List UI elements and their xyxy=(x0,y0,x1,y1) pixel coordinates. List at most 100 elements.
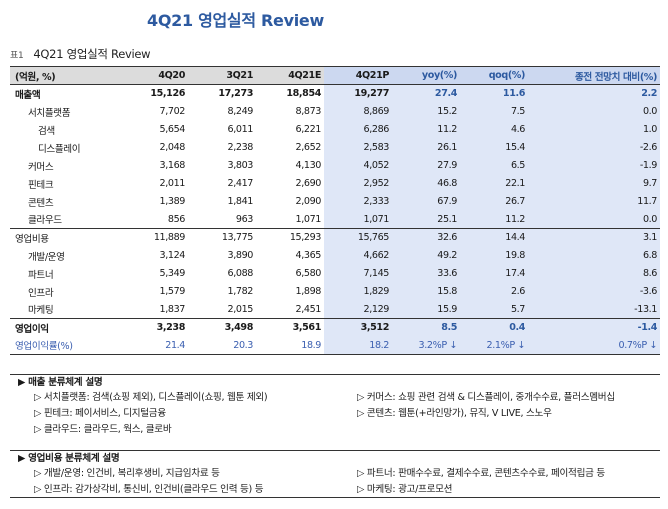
note-infra: ▷ 인프라: 감가상각비, 통신비, 인건비(클라우드 인력 등) 등 xyxy=(34,484,264,495)
cell-search-vs-prior-estimate: 1.0 xyxy=(528,120,660,139)
cell-contents-yoy: 67.9 xyxy=(392,192,460,211)
table-row-contents: 콘텐츠 1,389 1,841 2,090 2,333 67.9 26.7 11.7 xyxy=(10,192,660,211)
cell-search-platform-4q20: 7,702 xyxy=(159,106,186,117)
cell-operating-expenses-3q21: 13,775 xyxy=(188,228,256,247)
cell-revenue-3q21: 17,273 xyxy=(218,88,253,100)
cell-search-platform-qoq: 7.5 xyxy=(460,102,528,121)
cell-revenue-4q21p: 19,277 xyxy=(324,84,392,103)
note-cloud: ▷ 클라우드: 클라우드, 웍스, 클로바 xyxy=(34,424,172,435)
cell-contents-4q21e: 2,090 xyxy=(295,196,322,207)
cell-search-platform-vs-prior-estimate: 0.0 xyxy=(528,102,660,121)
cell-dev-ops-4q21e: 4,365 xyxy=(295,250,322,261)
cell-fintech-4q20: 2,011 xyxy=(159,178,186,189)
cell-infra-yoy: 15.8 xyxy=(392,282,460,301)
cell-display-3q21: 2,238 xyxy=(227,142,254,153)
cell-operating-profit-vs-prior-estimate: -1.4 xyxy=(528,318,660,337)
cell-partner-yoy: 33.6 xyxy=(392,264,460,283)
cell-operating-margin-3q21: 20.3 xyxy=(188,336,256,355)
cell-operating-margin-4q21p: 18.2 xyxy=(324,336,392,355)
cell-search-3q21: 6,011 xyxy=(227,124,254,135)
cell-display-label: 디스플레이 xyxy=(38,143,81,155)
cell-operating-profit-yoy: 8.5 xyxy=(392,318,460,337)
cell-display-qoq: 15.4 xyxy=(460,138,528,157)
cell-dev-ops-vs-prior-estimate: 6.8 xyxy=(528,246,660,265)
cell-infra-4q21p: 1,829 xyxy=(324,282,392,301)
cell-revenue-4q21e: 18,854 xyxy=(286,88,321,100)
cell-operating-profit-4q21e: 3,561 xyxy=(256,318,324,337)
table-row-fintech: 핀테크 2,011 2,417 2,690 2,952 46.8 22.1 9.7 xyxy=(10,174,660,193)
cell-contents-4q21p: 2,333 xyxy=(324,192,392,211)
note-contents: ▷ 콘텐츠: 웹툰(+라인망가), 뮤직, V LIVE, 스노우 xyxy=(357,408,552,419)
cell-search-platform-label: 서치플랫폼 xyxy=(28,107,71,119)
cell-marketing-qoq: 5.7 xyxy=(460,300,528,319)
note-search-platform: ▷ 서치플랫폼: 검색(쇼핑 제외), 디스플레이(쇼핑, 웹툰 제외) xyxy=(34,392,268,403)
page-title: 4Q21 영업실적 Review xyxy=(147,11,324,30)
cell-contents-3q21: 1,841 xyxy=(227,196,254,207)
cell-fintech-4q21e: 2,690 xyxy=(295,178,322,189)
table-row-operating-expenses: 영업비용 11,889 13,775 15,293 15,765 32.6 14.4 3.1 xyxy=(10,228,660,247)
cell-search-4q21p: 6,286 xyxy=(324,120,392,139)
cell-commerce-qoq: 6.5 xyxy=(460,156,528,175)
table-row-operating-margin: 영업이익률(%) 21.4 20.3 18.9 18.2 3.2%P ↓ 2.1%P ↓ 0.… xyxy=(10,336,660,355)
cost-notes-heading: ▶ 영업비용 분류체계 설명 xyxy=(10,450,660,466)
cell-marketing-4q20: 1,837 xyxy=(159,303,186,315)
cell-search-platform-4q21e: 8,873 xyxy=(295,106,322,117)
cell-marketing-vs-prior-estimate: -13.1 xyxy=(528,300,660,319)
cell-operating-margin-4q20: 21.4 xyxy=(120,336,188,355)
sales-classification-notes: ▶ 매출 분류체계 설명 ▷ 서치플랫폼: 검색(쇼핑 제외), 디스플레이(쇼… xyxy=(10,374,660,438)
cell-cloud-3q21: 963 xyxy=(235,213,254,225)
cell-contents-vs-prior-estimate: 11.7 xyxy=(528,192,660,211)
cell-operating-profit-4q20: 3,238 xyxy=(120,318,188,337)
cell-contents-4q20: 1,389 xyxy=(159,196,186,207)
cell-fintech-4q21p: 2,952 xyxy=(324,174,392,193)
cell-commerce-4q20: 3,168 xyxy=(159,160,186,171)
cell-fintech-vs-prior-estimate: 9.7 xyxy=(528,174,660,193)
sales-notes-heading: ▶ 매출 분류체계 설명 xyxy=(10,374,660,390)
header-4q21e: 4Q21E xyxy=(256,66,324,85)
note-partner: ▷ 파트너: 판매수수료, 결제수수료, 콘텐츠수수료, 페이적립금 등 xyxy=(357,468,605,479)
table-row-search: 검색 5,654 6,011 6,221 6,286 11.2 4.6 1.0 xyxy=(10,120,660,139)
cell-operating-expenses-qoq: 14.4 xyxy=(460,228,528,247)
cell-revenue-label: 매출액 xyxy=(15,89,41,101)
cell-operating-expenses-4q21e: 15,293 xyxy=(256,228,324,247)
cell-dev-ops-3q21: 3,890 xyxy=(227,250,254,261)
note-commerce: ▷ 커머스: 쇼핑 관련 검색 & 디스플레이, 중개수수료, 플러스멤버십 xyxy=(357,392,615,403)
header-unit: (억원, %) xyxy=(10,66,120,85)
cell-partner-4q21e: 6,580 xyxy=(295,268,322,279)
cell-operating-expenses-label: 영업비용 xyxy=(10,228,120,247)
cell-operating-margin-4q21e: 18.9 xyxy=(256,336,324,355)
cell-marketing-3q21: 2,015 xyxy=(227,303,254,315)
cell-display-vs-prior-estimate: -2.6 xyxy=(528,138,660,157)
cell-cloud-qoq: 11.2 xyxy=(460,210,528,229)
cell-marketing-label: 마케팅 xyxy=(28,305,54,317)
earnings-table: (억원, %) 4Q20 3Q21 4Q21E 4Q21P yoy(%) qoq… xyxy=(10,66,660,355)
cell-infra-4q20: 1,579 xyxy=(159,286,186,297)
cell-cloud-yoy: 25.1 xyxy=(392,210,460,229)
header-3q21: 3Q21 xyxy=(188,66,256,85)
cell-infra-label: 인프라 xyxy=(28,287,54,299)
cell-commerce-3q21: 3,803 xyxy=(227,160,254,171)
cell-operating-expenses-yoy: 32.6 xyxy=(392,228,460,247)
header-4q21p: 4Q21P xyxy=(324,66,392,85)
cell-commerce-label: 커머스 xyxy=(28,161,54,173)
cell-cloud-4q20: 856 xyxy=(167,213,186,225)
cell-display-4q20: 2,048 xyxy=(159,142,186,153)
cell-search-platform-yoy: 15.2 xyxy=(392,102,460,121)
cell-operating-profit-3q21: 3,498 xyxy=(188,318,256,337)
cell-fintech-label: 핀테크 xyxy=(28,179,54,191)
table-row-marketing: 마케팅 1,837 2,015 2,451 2,129 15.9 5.7 -13.1 xyxy=(10,300,660,319)
cell-revenue-yoy: 27.4 xyxy=(392,84,460,103)
cell-commerce-yoy: 27.9 xyxy=(392,156,460,175)
cell-search-4q20: 5,654 xyxy=(159,124,186,135)
cost-classification-notes: ▶ 영업비용 분류체계 설명 ▷ 개발/운영: 인건비, 복리후생비, 지급임차… xyxy=(10,450,660,498)
cell-operating-expenses-vs-prior-estimate: 3.1 xyxy=(528,228,660,247)
cell-fintech-3q21: 2,417 xyxy=(227,178,254,189)
cell-partner-qoq: 17.4 xyxy=(460,264,528,283)
cell-partner-label: 파트너 xyxy=(28,269,54,281)
cell-dev-ops-yoy: 49.2 xyxy=(392,246,460,265)
cell-revenue-vs-prior-estimate: 2.2 xyxy=(528,84,660,103)
cell-infra-vs-prior-estimate: -3.6 xyxy=(528,282,660,301)
cell-operating-profit-qoq: 0.4 xyxy=(460,318,528,337)
header-4q20: 4Q20 xyxy=(120,66,188,85)
cell-dev-ops-4q20: 3,124 xyxy=(159,250,186,261)
